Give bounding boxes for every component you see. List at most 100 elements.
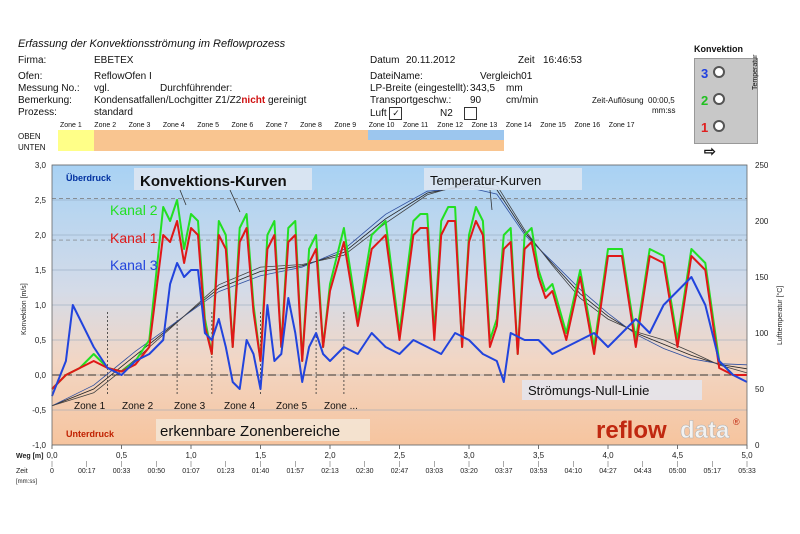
y-tick-label-left: 1,0 — [35, 301, 47, 310]
x-tick-label-zeit: 00:17 — [78, 468, 96, 475]
x-tick-label-weg: 4,5 — [672, 451, 684, 460]
x-tick-label-zeit: 03:03 — [425, 468, 443, 475]
x-axis-unit-zeit: [mm:ss] — [16, 479, 37, 485]
luft-label: Luft — [370, 108, 387, 120]
null-linie-label: Strömungs-Null-Linie — [528, 383, 649, 398]
zone-bar-orange — [94, 130, 368, 151]
unterdruck-label: Unterdruck — [66, 429, 115, 439]
temperatur-kurven-box — [424, 168, 582, 190]
kanal3-label: Kanal 3 — [110, 257, 158, 273]
lp-unit: mm — [506, 83, 523, 94]
oben-label: OBEN — [18, 132, 41, 141]
ueberdruck-label: Überdruck — [66, 173, 112, 183]
luft-option[interactable]: Luft ✓ — [370, 107, 403, 120]
bemerkung-suffix: gereinigt — [268, 95, 307, 106]
temperatur-kurven-label: Temperatur-Kurven — [430, 173, 541, 188]
konvektion-title: Konvektion — [694, 44, 744, 54]
zone-bar-blue-top — [368, 130, 504, 140]
n2-checkbox[interactable] — [463, 107, 477, 120]
n2-label: N2 — [440, 108, 453, 120]
fan-icon — [712, 66, 725, 78]
y-tick-label-right: 0 — [755, 441, 760, 450]
y-tick-label-left: 0,0 — [35, 371, 47, 380]
bemerkung-label: Bemerkung: — [18, 95, 72, 106]
messung-value: vgl. — [94, 83, 110, 94]
x-axis-label-weg: Weg [m] — [16, 453, 43, 460]
x-tick-label-zeit: 04:10 — [564, 468, 582, 475]
zone-bar-yellow — [58, 130, 94, 151]
konvektions-kurven-box — [134, 168, 312, 190]
bemerkung-text: Kondensatfallen/Lochgitter Z1/Z2 — [94, 95, 242, 106]
zone-strip-label: Zone 1 — [60, 122, 82, 129]
zone-bar-orange-bottom — [368, 140, 504, 151]
convection-series — [51, 199, 748, 397]
x-tick-label-zeit: 05:33 — [738, 468, 756, 475]
zeit-label: Zeit — [518, 55, 535, 66]
prozess-value: standard — [94, 107, 133, 118]
x-tick-label-weg: 3,5 — [533, 451, 545, 460]
konvektions-kurven-label: Konvektions-Kurven — [140, 173, 287, 190]
zeit-value: 16:46:53 — [543, 55, 582, 66]
prozess-label: Prozess: — [18, 107, 57, 118]
page-title: Erfassung der Konvektionsströmung im Ref… — [18, 38, 286, 50]
fan-icon — [712, 120, 725, 132]
zonenbereiche-box — [156, 419, 370, 441]
channel-3: 3 — [701, 65, 725, 83]
zone-annotation-label: Zone 3 — [174, 401, 206, 412]
channel-2: 2 — [701, 92, 725, 110]
y-tick-label-left: -0,5 — [32, 406, 46, 415]
x-tick-label-zeit: 03:20 — [460, 468, 478, 475]
lp-value: 343,5 — [470, 83, 496, 94]
logo-reflow: reflow — [596, 417, 667, 444]
x-axis-label-zeit: Zeit — [16, 468, 28, 475]
zone-strip-label: Zone 7 — [265, 122, 288, 129]
zonenbereiche-label: erkennbare Zonenbereiche — [160, 423, 340, 440]
y-tick-label-right: 150 — [755, 273, 769, 282]
x-tick-label-zeit: 04:27 — [599, 468, 617, 475]
x-tick-label-weg: 3,0 — [463, 451, 475, 460]
x-tick-label-zeit: 02:47 — [391, 468, 409, 475]
x-tick-label-zeit: 01:40 — [252, 468, 270, 475]
aufloesung-unit: mm:ss — [652, 106, 676, 115]
y-tick-label-left: 3,0 — [35, 161, 47, 170]
y-axis-label-right: Lufttemperatur [°C] — [776, 286, 784, 345]
x-tick-label-zeit: 00:33 — [113, 468, 131, 475]
zone-strip-label: Zone 13 — [471, 122, 498, 129]
x-tick-label-weg: 4,0 — [602, 451, 614, 460]
unten-label: UNTEN — [18, 143, 46, 152]
channel-1: 1 — [701, 119, 725, 137]
x-tick-label-weg: 0,0 — [46, 451, 58, 460]
zone-strip-label: Zone 14 — [505, 122, 532, 129]
x-tick-label-zeit: 05:17 — [703, 468, 721, 475]
firma-value: EBETEX — [94, 55, 134, 66]
ofen-value: ReflowOfen I — [94, 71, 152, 82]
zone-strip-label: Zone 8 — [300, 122, 322, 129]
series-line-kanal1 — [51, 220, 747, 390]
zone-strip-label: Zone 17 — [608, 122, 635, 129]
x-tick-label-weg: 5,0 — [741, 451, 753, 460]
x-tick-label-weg: 1,0 — [185, 451, 197, 460]
datum-value: 20.11.2012 — [406, 55, 456, 66]
pointer-line — [229, 189, 241, 213]
y-tick-label-right: 250 — [755, 161, 769, 170]
luft-checkbox[interactable]: ✓ — [389, 107, 403, 120]
n2-option[interactable]: N2 — [440, 107, 477, 120]
kanal2-label: Kanal 2 — [110, 202, 158, 218]
zone-strip-label: Zone 9 — [334, 122, 357, 129]
firma-label: Firma: — [18, 55, 47, 66]
channel-1-num: 1 — [701, 120, 709, 135]
dateiname-value: Vergleich01 — [480, 71, 533, 82]
x-tick-label-zeit: 00:50 — [147, 468, 165, 475]
ofen-label: Ofen: — [18, 71, 43, 82]
bemerkung-red: nicht — [241, 95, 266, 106]
null-linie-box — [522, 380, 702, 400]
x-tick-label-zeit: 03:53 — [530, 468, 548, 475]
zone-strip-label: Zone 11 — [403, 122, 429, 129]
y-tick-label-left: 0,5 — [35, 336, 47, 345]
x-tick-label-zeit: 02:13 — [321, 468, 339, 475]
zone-annotation-label: Zone 4 — [224, 401, 256, 412]
zone-strip-label: Zone 3 — [128, 122, 151, 129]
datum-label: Datum — [370, 55, 400, 66]
series-line-kanal3 — [51, 262, 748, 397]
